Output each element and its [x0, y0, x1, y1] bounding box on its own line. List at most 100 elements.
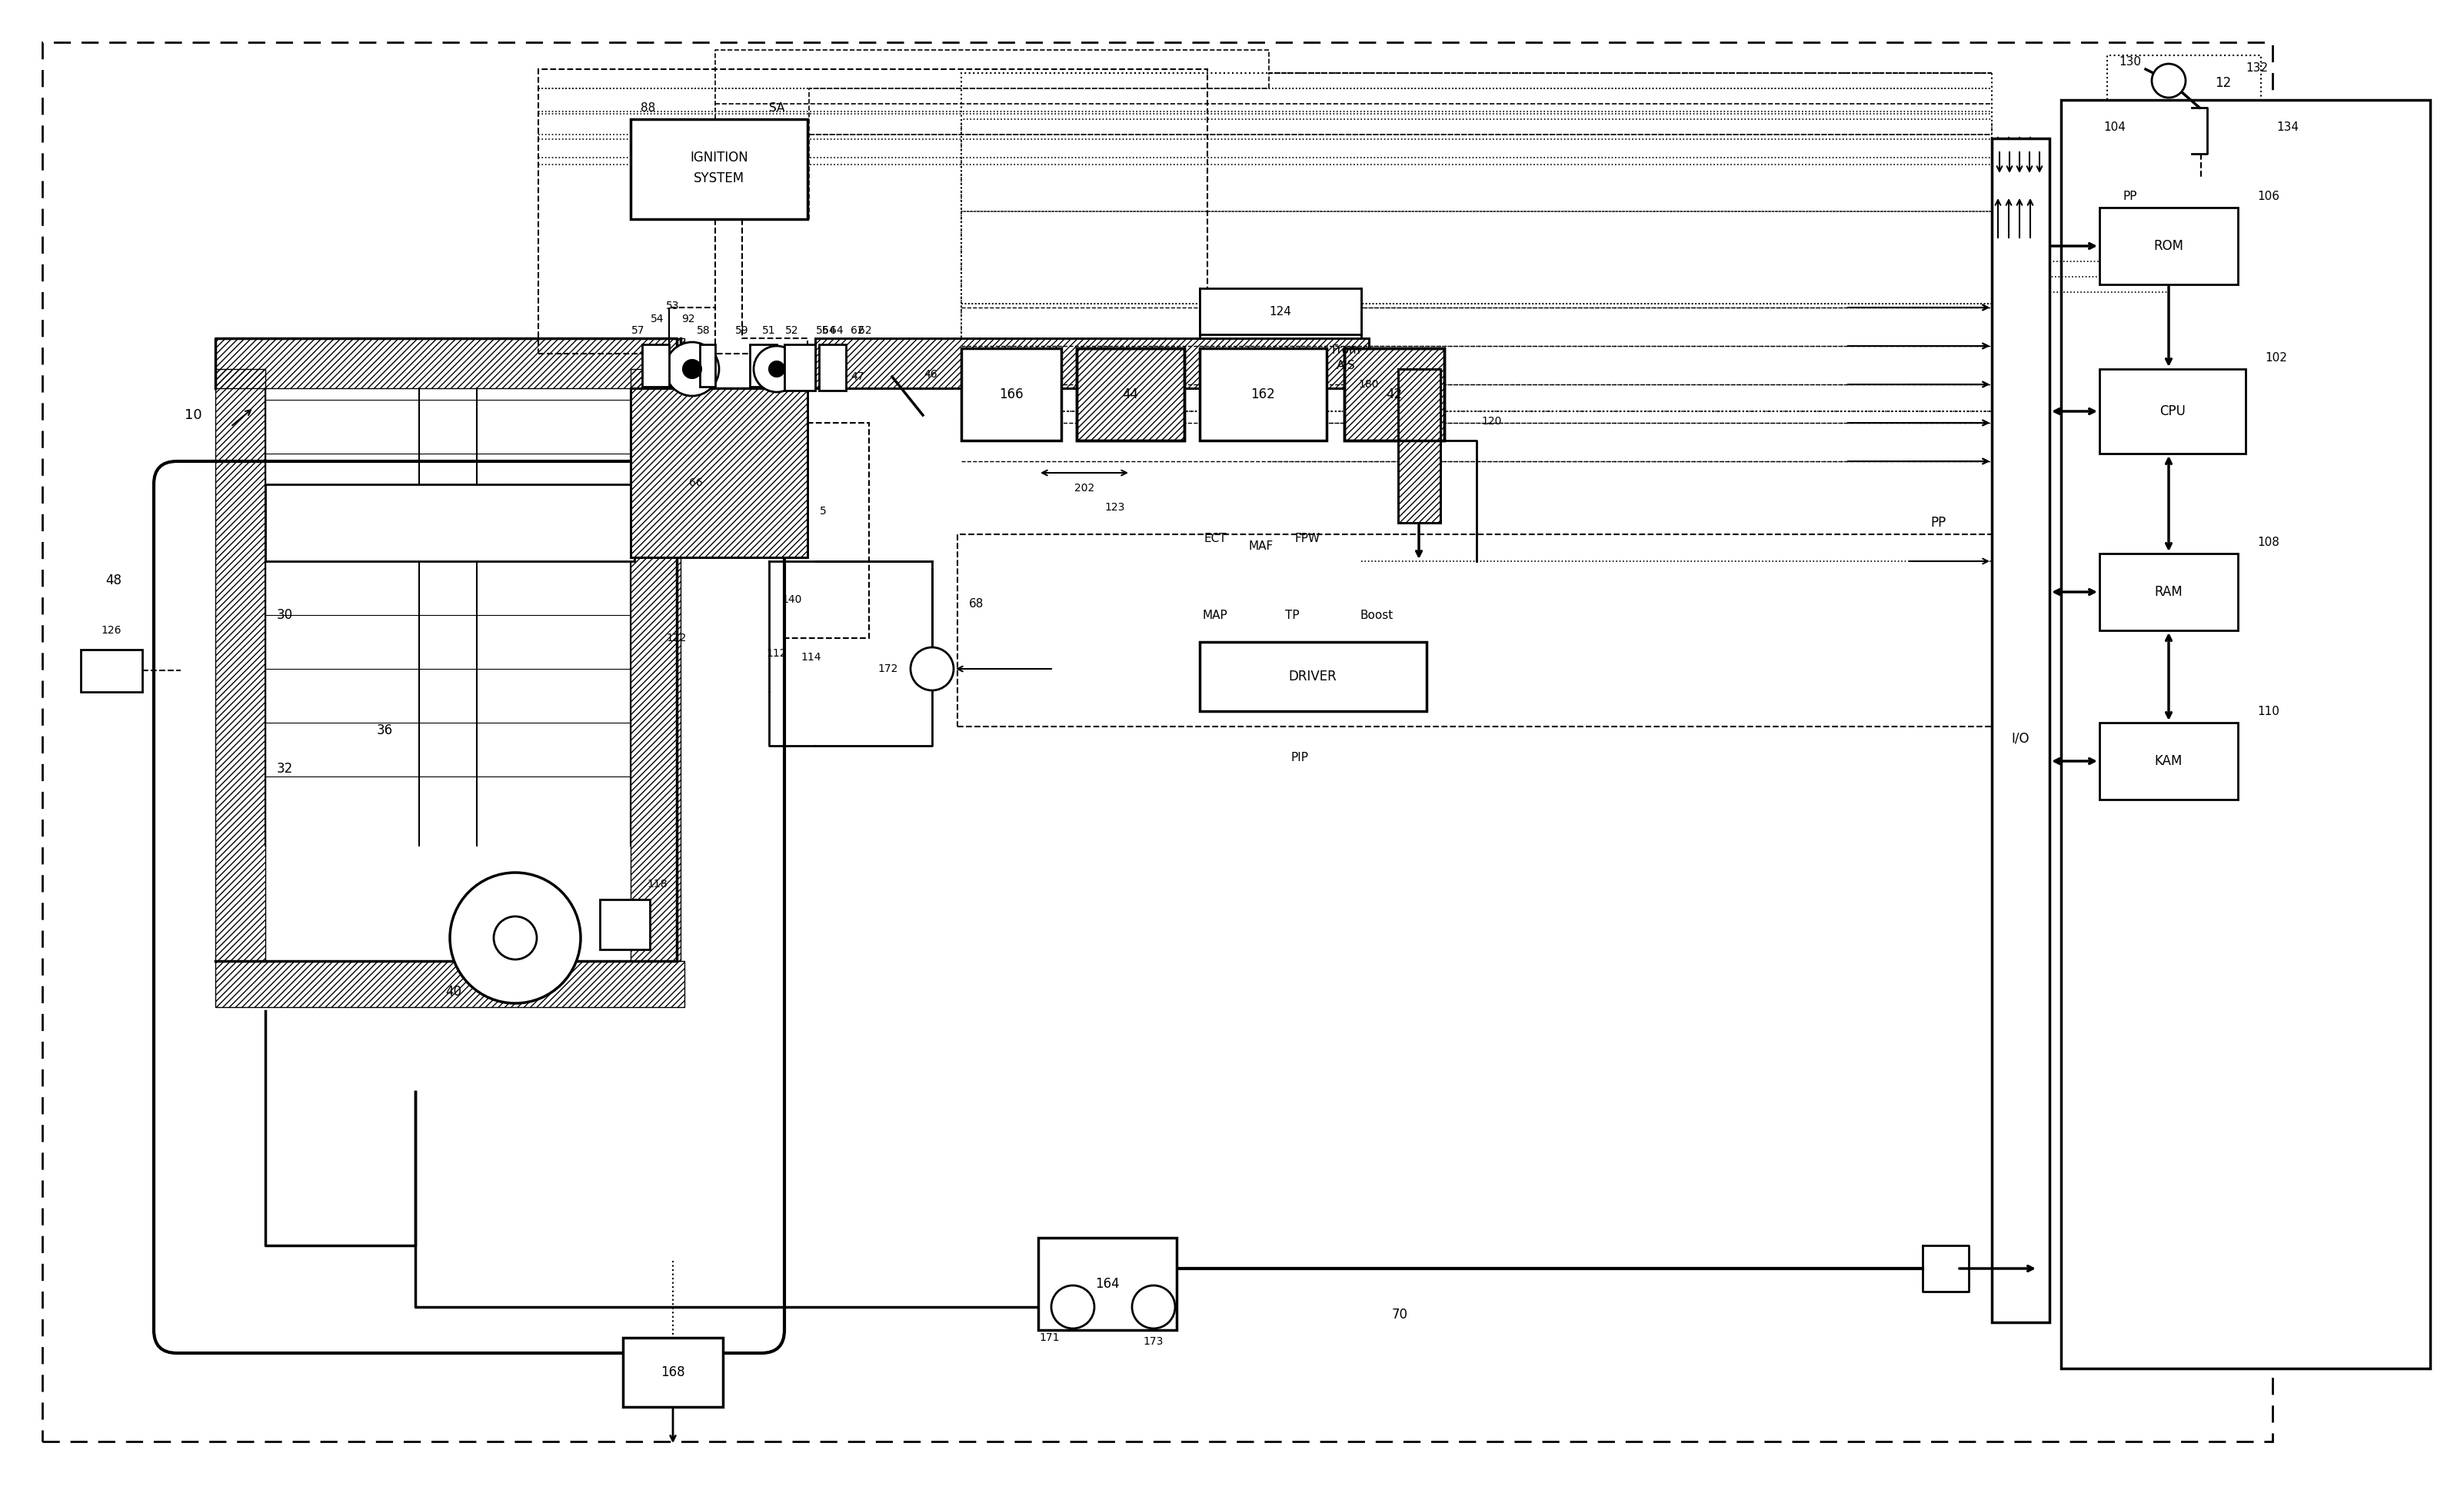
Text: 36: 36	[377, 723, 392, 738]
Circle shape	[1131, 1285, 1175, 1329]
Text: 10: 10	[185, 409, 202, 422]
Text: 132: 132	[2245, 62, 2267, 74]
Text: 104: 104	[2104, 122, 2126, 132]
Bar	[961, 212, 1991, 304]
Text: 134: 134	[2277, 122, 2299, 132]
Bar	[214, 370, 266, 960]
Text: 180: 180	[1358, 379, 1380, 389]
Text: 108: 108	[2257, 537, 2279, 547]
Bar	[958, 534, 2003, 726]
Bar	[2107, 56, 2262, 240]
Text: 122: 122	[668, 633, 687, 643]
Circle shape	[769, 361, 784, 377]
Bar	[961, 349, 1062, 440]
Text: 42: 42	[1387, 388, 1402, 401]
Text: 126: 126	[101, 625, 121, 636]
Text: 114: 114	[801, 652, 821, 663]
Bar	[631, 422, 870, 639]
Text: 70: 70	[1392, 1308, 1407, 1321]
Text: 46: 46	[924, 370, 936, 380]
Text: 51: 51	[761, 325, 776, 337]
Text: 130: 130	[2119, 56, 2141, 68]
Circle shape	[912, 648, 954, 690]
Bar	[1345, 349, 1444, 440]
Text: 118: 118	[648, 879, 668, 890]
Text: 124: 124	[1269, 305, 1291, 317]
Circle shape	[665, 343, 719, 395]
Text: 64: 64	[823, 325, 835, 337]
Bar	[631, 119, 808, 219]
Text: 123: 123	[1104, 502, 1126, 513]
Text: KAM: KAM	[2154, 755, 2183, 768]
Text: AIS: AIS	[1335, 359, 1355, 371]
Bar	[1077, 349, 1185, 440]
Bar	[537, 69, 1207, 353]
Bar	[816, 338, 1370, 388]
Text: FPW: FPW	[1294, 532, 1321, 544]
Text: ROM: ROM	[2154, 239, 2183, 253]
Text: 59: 59	[734, 325, 749, 337]
Bar	[1077, 349, 1185, 440]
Text: 48: 48	[106, 574, 121, 588]
Bar	[266, 484, 633, 561]
Text: 164: 164	[1096, 1278, 1119, 1291]
Text: 166: 166	[998, 388, 1023, 401]
Text: 162: 162	[1252, 388, 1274, 401]
Text: 32: 32	[276, 762, 293, 776]
Text: MAP: MAP	[1202, 609, 1227, 621]
Bar	[1991, 138, 2050, 1323]
Circle shape	[1052, 1285, 1094, 1329]
Text: 40: 40	[446, 984, 461, 998]
Text: 202: 202	[1074, 482, 1094, 493]
Bar	[961, 304, 1991, 412]
Bar	[784, 344, 816, 391]
Text: TP: TP	[1284, 609, 1299, 621]
Bar	[1397, 370, 1441, 523]
Bar	[1200, 349, 1326, 440]
Text: 68: 68	[968, 598, 983, 609]
Bar	[214, 338, 685, 388]
Bar	[631, 388, 808, 558]
Bar	[2099, 723, 2237, 800]
Text: PP: PP	[1929, 516, 1947, 529]
Bar	[631, 370, 680, 960]
Text: SA: SA	[769, 102, 784, 113]
Text: 66: 66	[690, 478, 702, 488]
Text: 12: 12	[2215, 77, 2232, 90]
Text: 58: 58	[697, 325, 710, 337]
Text: RAM: RAM	[2154, 585, 2183, 598]
Bar	[1037, 1238, 1178, 1330]
Text: 110: 110	[2257, 705, 2279, 717]
Text: 47: 47	[850, 371, 865, 382]
Text: 44: 44	[1124, 388, 1138, 401]
Text: 88: 88	[641, 102, 655, 113]
Text: 168: 168	[660, 1365, 685, 1380]
Circle shape	[754, 346, 801, 392]
Bar	[961, 119, 1991, 212]
Circle shape	[683, 359, 702, 379]
Text: 30: 30	[276, 609, 293, 622]
Bar	[631, 388, 808, 558]
Bar	[818, 344, 845, 391]
Text: ECT: ECT	[1205, 532, 1227, 544]
Text: 120: 120	[1481, 416, 1503, 427]
Text: Boost: Boost	[1360, 609, 1392, 621]
Bar	[643, 344, 670, 386]
Bar	[816, 338, 1370, 388]
Text: 64: 64	[830, 325, 843, 337]
Bar	[2099, 370, 2245, 454]
Text: MAF: MAF	[1249, 540, 1274, 552]
Bar	[961, 74, 1991, 412]
Text: 5: 5	[821, 507, 825, 517]
Text: 62: 62	[850, 325, 865, 337]
Bar	[599, 899, 650, 950]
Bar	[2060, 99, 2430, 1368]
Text: PP: PP	[2124, 191, 2136, 201]
Circle shape	[2151, 63, 2186, 98]
Bar	[81, 649, 143, 691]
Text: DRIVER: DRIVER	[1289, 670, 1338, 684]
Text: 112: 112	[766, 648, 786, 658]
Text: 171: 171	[1040, 1332, 1060, 1344]
Bar	[1345, 349, 1444, 440]
Text: 52: 52	[786, 325, 798, 337]
